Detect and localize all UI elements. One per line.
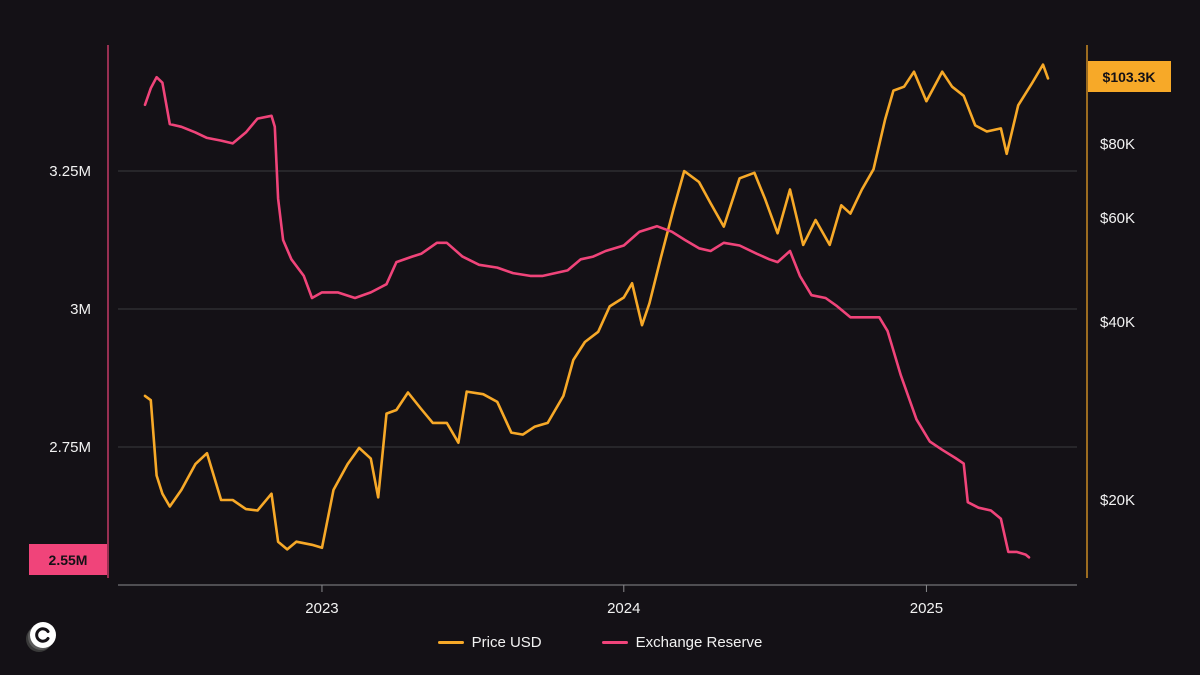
right-tick-label-2: $60K: [1100, 210, 1135, 227]
price-current-badge: $103.3K: [1088, 61, 1171, 92]
series-layer: [143, 63, 1050, 559]
legend-swatch-price: [437, 641, 464, 644]
legend-swatch-reserve: [601, 641, 628, 644]
right-tick-label-1: $40K: [1100, 314, 1135, 331]
reserve-current-badge: 2.55M: [29, 544, 107, 575]
axes: [107, 45, 1088, 592]
legend-item-reserve[interactable]: Exchange Reserve: [601, 634, 763, 651]
left-tick-label-0: 2.75M: [49, 439, 91, 456]
x-tick-label-2: 2025: [910, 600, 943, 617]
legend-item-price[interactable]: Price USD: [437, 634, 542, 651]
reserve-badge-bg: [29, 544, 107, 575]
x-tick-label-0: 2023: [305, 600, 338, 617]
tick-labels: 2.75M 3M 3.25M $20K $40K $60K $80K 2023 2024 2025: [49, 136, 1135, 617]
legend: Price USD Exchange Reserve: [0, 634, 1200, 651]
left-tick-label-1: 3M: [70, 301, 91, 318]
reserve-badge-label: 2.55M: [49, 552, 88, 568]
series-line-price-usd: [143, 63, 1050, 551]
legend-label-price: Price USD: [471, 634, 542, 651]
right-tick-label-3: $80K: [1100, 136, 1135, 153]
right-tick-label-0: $20K: [1100, 492, 1135, 509]
cryptoquant-logo-icon: [26, 622, 56, 652]
price-badge-bg: [1088, 61, 1171, 92]
legend-label-reserve: Exchange Reserve: [635, 634, 763, 651]
left-tick-label-2: 3.25M: [49, 163, 91, 180]
grid-lines: [118, 170, 1077, 448]
x-tick-label-1: 2024: [607, 600, 640, 617]
price-badge-label: $103.3K: [1103, 69, 1156, 85]
value-badges: 2.55M $103.3K: [29, 61, 1171, 575]
series-line-exchange-reserve: [143, 75, 1031, 559]
